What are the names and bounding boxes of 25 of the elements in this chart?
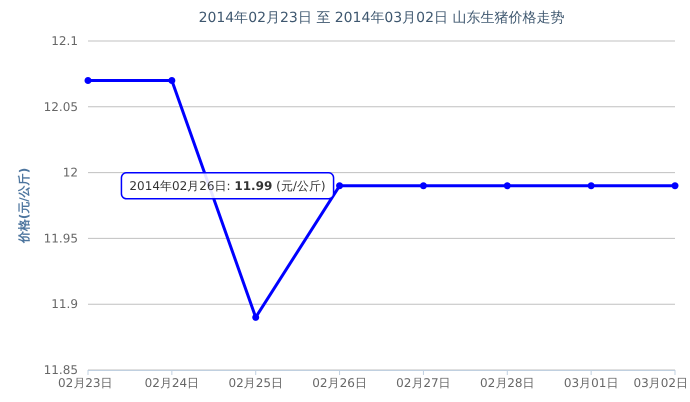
point (588, 182, 595, 190)
y-tick-label: 11.9 (51, 297, 78, 312)
y-tick-label: 12 (62, 166, 78, 180)
x-tick-label: 03月01日 (564, 376, 618, 390)
point (420, 182, 427, 190)
y-tick-label: 11.85 (44, 363, 78, 377)
x-tick-label: 03月02日 (633, 376, 688, 390)
point (672, 182, 678, 190)
point (84, 76, 92, 84)
x-tick-label: 02月27日 (396, 376, 451, 390)
point (252, 314, 260, 321)
point (504, 182, 511, 190)
x-tick-label: 02月26日 (312, 376, 367, 390)
point (168, 76, 176, 84)
x-tick-label: 02月23日 (58, 376, 113, 390)
y-tick-label: 12.1 (51, 34, 78, 48)
x-tick-label: 02月24日 (144, 376, 200, 390)
point (336, 182, 344, 190)
y-axis-title: 价格(元/公斤) (17, 168, 31, 244)
annotation: 2014年02月26日: 11.99 (元/公斤) (129, 178, 326, 193)
x-tick-label: 02月25日 (228, 376, 283, 390)
y-tick-label: 11.95 (44, 231, 78, 246)
y-tick-label: 12.05 (44, 100, 78, 114)
x-tick-label: 02月28日 (480, 376, 535, 390)
chart-title: 2014年02月23日 至 2014年03月02日 山东生猪价格走势 (198, 10, 564, 26)
